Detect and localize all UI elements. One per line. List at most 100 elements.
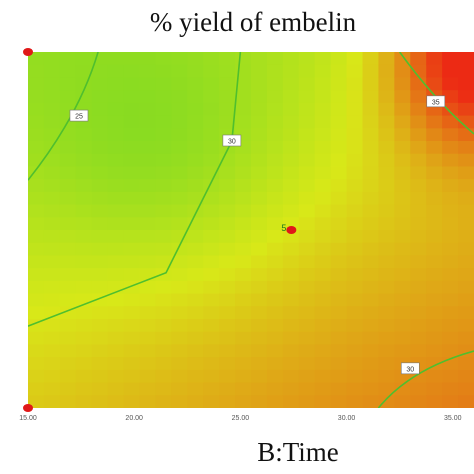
heatmap-cell	[107, 128, 125, 142]
heatmap-cell	[266, 128, 284, 142]
heatmap-cell	[235, 382, 252, 396]
contour-label-value: 25	[75, 114, 83, 121]
heatmap-cell	[394, 90, 411, 104]
heatmap-cell	[362, 179, 380, 193]
heatmap-cell	[330, 306, 348, 320]
heatmap-cell	[266, 357, 284, 371]
heatmap-cell	[251, 191, 268, 206]
heatmap-cell	[235, 268, 252, 282]
heatmap-cell	[59, 382, 77, 396]
heatmap-cell	[426, 382, 443, 396]
heatmap-cell	[362, 306, 380, 320]
heatmap-cell	[43, 102, 61, 117]
heatmap-cell	[235, 52, 252, 66]
heatmap-cell	[59, 369, 77, 384]
heatmap-cell	[75, 369, 93, 384]
heatmap-cell	[282, 255, 300, 269]
heatmap-cell	[171, 77, 188, 91]
heatmap-cell	[187, 77, 204, 91]
heatmap-cell	[458, 255, 474, 269]
heatmap-cell	[266, 217, 284, 231]
heatmap-cell	[171, 357, 188, 371]
heatmap-cell	[107, 179, 125, 193]
heatmap-cell	[314, 90, 332, 104]
heatmap-cell	[266, 242, 284, 257]
x-axis-ticks: 15.00 20.00 25.00 30.00 35.00	[19, 415, 461, 422]
heatmap-cell	[219, 166, 236, 180]
heatmap-cell	[139, 77, 157, 91]
heatmap-cell	[28, 369, 45, 384]
heatmap-cell	[330, 344, 348, 358]
heatmap-cell	[123, 77, 141, 91]
heatmap-cell	[107, 382, 125, 396]
heatmap-cell	[378, 344, 395, 358]
heatmap-cell	[219, 255, 236, 269]
heatmap-cell	[43, 179, 61, 193]
heatmap-cell	[298, 191, 316, 206]
heatmap-cell	[203, 331, 220, 346]
heatmap-cell	[155, 382, 172, 396]
heatmap-cell	[203, 369, 220, 384]
heatmap-cell	[28, 52, 45, 66]
heatmap-cell	[251, 64, 268, 79]
design-points: 5	[23, 48, 297, 412]
heatmap-cell	[123, 306, 141, 320]
heatmap-cell	[203, 90, 220, 104]
heatmap-cell	[43, 153, 61, 168]
heatmap-cell	[28, 102, 45, 117]
heatmap-cell	[410, 331, 427, 346]
heatmap-cell	[282, 217, 300, 231]
heatmap-cell	[282, 395, 300, 408]
heatmap-cell	[219, 191, 236, 206]
heatmap-cell	[75, 357, 93, 371]
heatmap-cell	[171, 179, 188, 193]
heatmap-cell	[330, 90, 348, 104]
heatmap-cell	[75, 153, 93, 168]
heatmap-cell	[362, 128, 380, 142]
heatmap-cell	[378, 90, 395, 104]
heatmap-cell	[59, 141, 77, 155]
heatmap-cell	[235, 255, 252, 269]
heatmap-cell	[442, 230, 459, 244]
heatmap-cell	[155, 153, 172, 168]
heatmap-cell	[251, 128, 268, 142]
heatmap-cell	[251, 306, 268, 320]
heatmap-cell	[171, 204, 188, 218]
heatmap-cell	[442, 191, 459, 206]
contour-label-box	[69, 109, 89, 122]
heatmap-cell	[75, 331, 93, 346]
heatmap-cell	[171, 141, 188, 155]
heatmap-cell	[219, 306, 236, 320]
heatmap-cell	[266, 382, 284, 396]
heatmap-cell	[282, 153, 300, 168]
contour-label-value: 35	[432, 99, 440, 106]
heatmap-cell	[442, 204, 459, 218]
heatmap-cell	[187, 255, 204, 269]
heatmap-cell	[378, 242, 395, 257]
heatmap-cell	[123, 102, 141, 117]
heatmap-cell	[235, 102, 252, 117]
heatmap-cell	[362, 382, 380, 396]
heatmap-cell	[107, 293, 125, 307]
heatmap-cell	[43, 369, 61, 384]
heatmap-cell	[235, 179, 252, 193]
heatmap-cell	[298, 268, 316, 282]
heatmap-cell	[298, 306, 316, 320]
heatmap-cell	[426, 242, 443, 257]
heatmap-cell	[91, 179, 109, 193]
heatmap-cell	[171, 230, 188, 244]
heatmap-cell	[171, 280, 188, 295]
heatmap-cell	[314, 357, 332, 371]
heatmap-cell	[410, 344, 427, 358]
heatmap-cell	[346, 319, 364, 333]
heatmap-cell	[28, 395, 45, 408]
heatmap-cell	[458, 166, 474, 180]
heatmap-cell	[155, 255, 172, 269]
heatmap-cell	[314, 179, 332, 193]
heatmap-cell	[43, 395, 61, 408]
heatmap-cell	[155, 77, 172, 91]
heatmap-cell	[266, 319, 284, 333]
heatmap-cell	[59, 268, 77, 282]
heatmap-cell	[187, 344, 204, 358]
heatmap-cell	[298, 230, 316, 244]
